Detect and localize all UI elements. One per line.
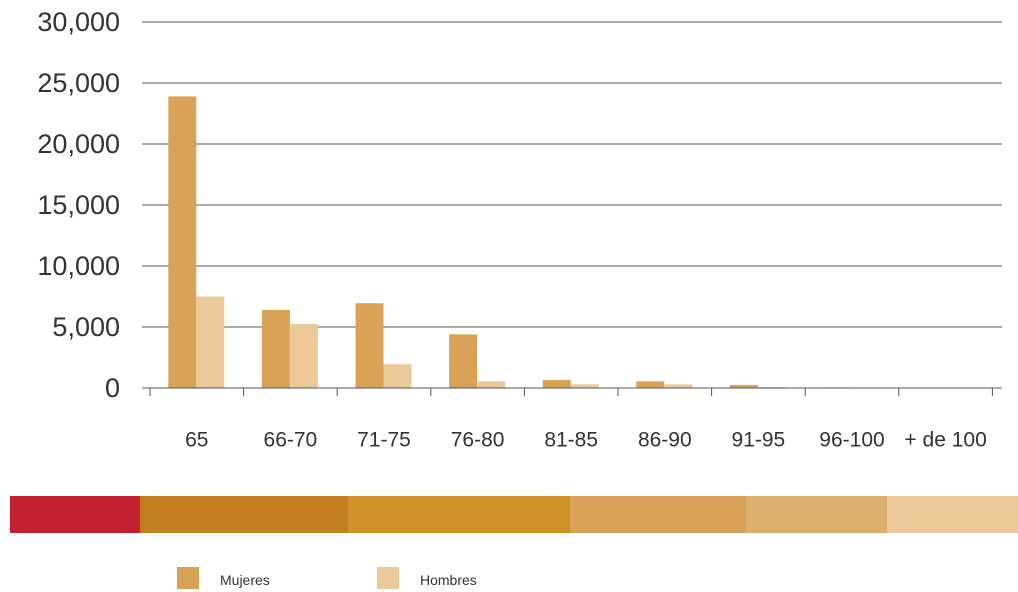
legend-label-mujeres: Mujeres bbox=[220, 572, 270, 588]
x-tick-label: 66-70 bbox=[264, 429, 318, 452]
color-strip-segment bbox=[10, 496, 140, 533]
bar-hombres bbox=[477, 381, 506, 388]
bar-hombres bbox=[570, 384, 599, 388]
bar-hombres bbox=[383, 364, 412, 388]
legend-swatch-hombres bbox=[377, 567, 399, 589]
x-tick-label: 96-100 bbox=[819, 429, 884, 452]
bar-mujeres bbox=[636, 381, 665, 388]
x-tick-label: 91-95 bbox=[732, 429, 786, 452]
color-strip-segment bbox=[348, 496, 570, 533]
bar-mujeres bbox=[355, 303, 384, 388]
bar-mujeres bbox=[261, 309, 290, 388]
bar-mujeres bbox=[449, 334, 478, 388]
x-tick-label: 65 bbox=[185, 429, 208, 452]
y-tick-label: 10,000 bbox=[37, 251, 120, 281]
legend: Mujeres Hombres bbox=[177, 567, 477, 589]
x-tick-label: 71-75 bbox=[357, 429, 411, 452]
color-strip-segment bbox=[140, 496, 348, 533]
legend-label-hombres: Hombres bbox=[420, 572, 477, 588]
y-axis-labels: 0 5,000 10,000 15,000 20,000 25,000 30,000 bbox=[37, 7, 120, 403]
y-tick-label: 30,000 bbox=[37, 7, 120, 37]
y-tick-label: 20,000 bbox=[37, 129, 120, 159]
x-tick-label: 86-90 bbox=[638, 429, 692, 452]
x-tick-label: 76-80 bbox=[451, 429, 505, 452]
x-axis-labels: 65 66-70 71-75 76-80 81-85 86-90 91-95 96-100 + … bbox=[185, 429, 987, 452]
y-tick-label: 0 bbox=[105, 373, 120, 403]
bar-hombres bbox=[664, 384, 693, 388]
bar-mujeres bbox=[168, 96, 197, 389]
y-tick-label: 15,000 bbox=[37, 190, 120, 220]
bar-hombres bbox=[196, 296, 225, 388]
y-tick-label: 5,000 bbox=[52, 312, 120, 342]
legend-swatch-mujeres bbox=[177, 567, 199, 589]
x-tick-label: 81-85 bbox=[544, 429, 598, 452]
bars bbox=[168, 96, 974, 389]
x-axis bbox=[142, 387, 1002, 396]
bar-hombres bbox=[289, 323, 318, 388]
bar-mujeres bbox=[729, 384, 758, 388]
color-strip-segment bbox=[887, 496, 1018, 533]
x-tick-label: + de 100 bbox=[904, 429, 986, 452]
y-tick-label: 25,000 bbox=[37, 68, 120, 98]
gridlines bbox=[142, 21, 1002, 328]
color-strip bbox=[10, 496, 1018, 533]
color-strip-segment bbox=[746, 496, 887, 533]
bar-mujeres bbox=[542, 380, 571, 388]
color-strip-segment bbox=[570, 496, 746, 533]
